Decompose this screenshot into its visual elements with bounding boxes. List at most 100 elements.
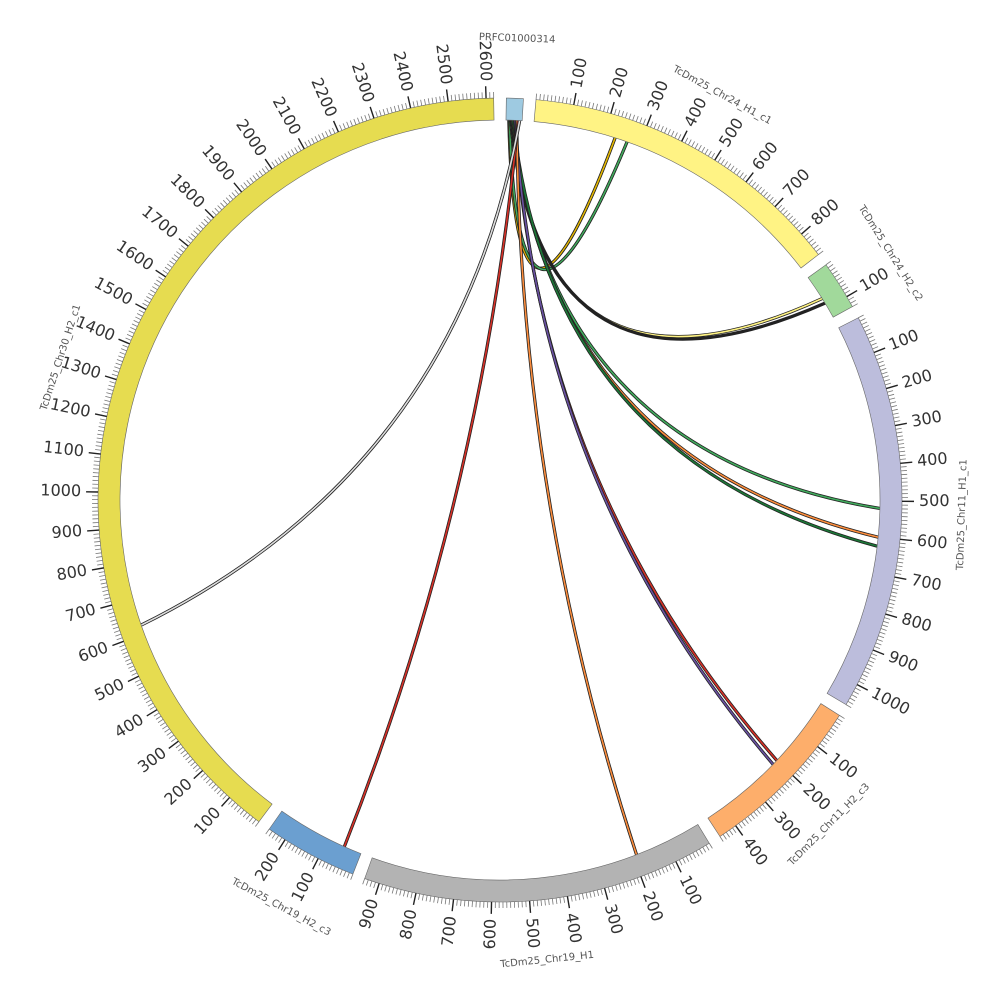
minor-tick	[861, 321, 868, 325]
minor-tick	[784, 783, 790, 789]
tick	[100, 604, 113, 609]
tick-label: 1700	[138, 202, 182, 242]
minor-tick	[699, 848, 703, 855]
minor-tick	[574, 894, 577, 901]
minor-tick	[893, 416, 900, 419]
minor-tick	[877, 360, 884, 364]
tick-label: 600	[75, 637, 110, 666]
minor-tick	[110, 619, 117, 622]
minor-tick	[821, 740, 828, 745]
tick	[112, 640, 124, 647]
minor-tick	[360, 116, 364, 123]
minor-tick	[588, 101, 591, 108]
minor-tick	[130, 327, 136, 331]
minor-tick	[769, 196, 774, 202]
minor-tick	[97, 563, 104, 566]
tick	[168, 740, 179, 749]
minor-tick	[898, 554, 905, 556]
minor-tick	[134, 679, 141, 683]
segment-name: TcDm25_Chr11_H1_c1	[955, 459, 970, 571]
minor-tick	[116, 359, 123, 362]
minor-tick	[869, 339, 876, 343]
tick-label: 200	[251, 848, 283, 884]
tick-label: 200	[160, 774, 195, 809]
tick-label: 2400	[390, 49, 418, 93]
tick	[127, 675, 140, 683]
minor-tick	[581, 893, 584, 900]
minor-tick	[375, 111, 378, 118]
link	[140, 120, 521, 626]
minor-tick	[95, 445, 102, 447]
minor-tick	[650, 121, 654, 128]
minor-tick	[129, 669, 136, 673]
tick-label: 900	[51, 521, 83, 542]
minor-tick	[94, 541, 101, 543]
minor-tick	[863, 670, 870, 674]
minor-tick	[672, 862, 676, 869]
minor-tick	[868, 660, 875, 664]
minor-tick	[101, 411, 108, 414]
tick-label: 500	[91, 674, 127, 704]
minor-tick	[824, 737, 830, 742]
minor-tick	[104, 597, 111, 600]
minor-tick	[808, 238, 814, 244]
tick-label: 100	[287, 869, 318, 905]
minor-tick	[830, 727, 837, 732]
minor-tick	[349, 120, 353, 127]
minor-tick	[850, 299, 856, 304]
minor-tick	[810, 755, 816, 760]
minor-tick	[228, 194, 234, 200]
minor-tick	[738, 823, 743, 829]
minor-tick	[271, 833, 276, 839]
minor-tick	[689, 854, 693, 861]
minor-tick	[146, 296, 152, 300]
minor-tick	[128, 330, 135, 334]
minor-tick	[154, 282, 160, 287]
tick	[178, 238, 189, 247]
minor-tick	[890, 405, 898, 408]
minor-tick	[206, 216, 212, 221]
minor-tick	[448, 898, 451, 905]
minor-tick	[720, 159, 725, 165]
minor-tick	[353, 118, 357, 125]
minor-tick	[625, 112, 628, 119]
tick-label: 700	[779, 165, 814, 200]
minor-tick	[895, 427, 902, 430]
minor-tick	[897, 561, 904, 564]
minor-tick	[664, 127, 668, 134]
minor-tick	[424, 98, 426, 106]
minor-tick	[727, 163, 732, 169]
tick-label: 600	[480, 919, 500, 950]
minor-tick	[311, 137, 315, 144]
minor-tick	[131, 672, 138, 676]
minor-tick	[278, 837, 283, 843]
minor-tick	[155, 715, 162, 720]
minor-tick	[318, 134, 322, 141]
minor-tick	[644, 875, 647, 881]
tick	[118, 338, 130, 345]
tick	[714, 149, 722, 161]
minor-tick	[274, 835, 279, 841]
minor-tick	[140, 689, 146, 694]
minor-tick	[201, 221, 207, 227]
minor-tick	[570, 895, 573, 902]
minor-tick	[142, 692, 148, 697]
minor-tick	[93, 533, 100, 535]
minor-tick	[840, 283, 847, 288]
minor-tick	[99, 574, 106, 577]
minor-tick	[832, 724, 839, 729]
minor-tick	[866, 663, 873, 667]
minor-tick	[225, 197, 231, 203]
minor-tick	[626, 881, 629, 888]
minor-tick	[858, 314, 864, 319]
tick-label: 600	[916, 531, 948, 553]
minor-tick	[782, 210, 788, 215]
minor-tick	[147, 702, 154, 707]
minor-tick	[667, 129, 671, 135]
minor-tick	[425, 895, 428, 902]
link	[513, 120, 778, 761]
segment	[505, 97, 524, 121]
minor-tick	[261, 168, 267, 174]
minor-tick	[456, 899, 458, 906]
tick	[297, 138, 305, 150]
